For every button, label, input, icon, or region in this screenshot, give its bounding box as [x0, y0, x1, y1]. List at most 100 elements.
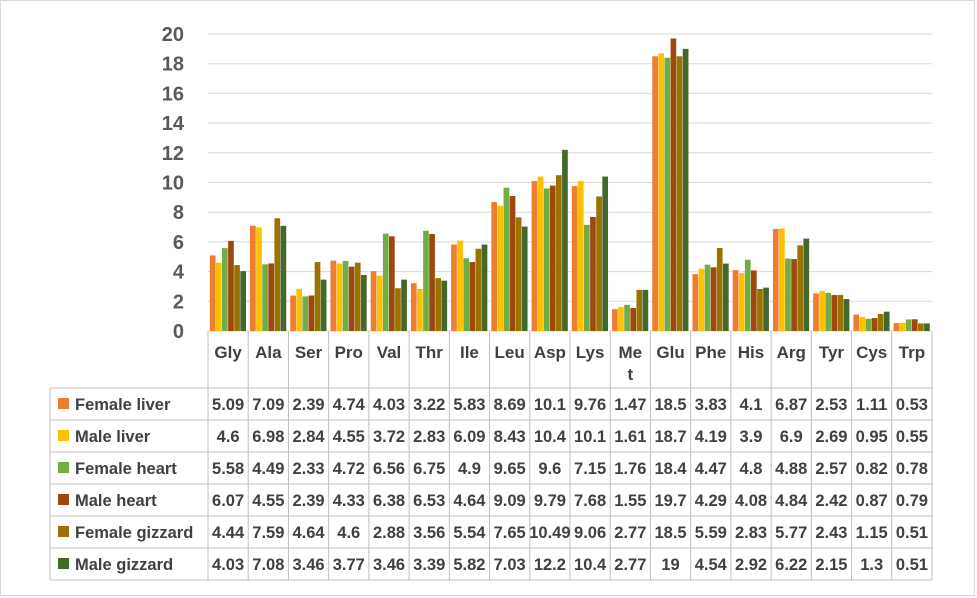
bar: [222, 248, 228, 331]
bar: [423, 230, 429, 331]
bar: [825, 292, 832, 331]
bar: [280, 225, 287, 331]
bar: [658, 53, 665, 332]
bar: [348, 266, 355, 331]
data-label: 4.54: [695, 556, 728, 574]
data-label: 4.6: [337, 524, 360, 542]
data-label: 5.58: [212, 460, 244, 478]
data-label: 4.64: [292, 524, 325, 542]
data-label: 2.53: [815, 396, 847, 414]
data-label: 7.59: [252, 524, 284, 542]
bar: [722, 263, 729, 331]
x-tick-label: Ser: [295, 343, 323, 362]
bar: [602, 176, 609, 331]
x-tick-label: Asp: [534, 343, 566, 362]
data-label: 4.88: [775, 460, 807, 478]
bar: [262, 264, 268, 331]
data-label: 9.79: [534, 492, 566, 510]
bar: [256, 227, 262, 331]
x-tick-label: Arg: [777, 343, 806, 362]
y-tick-label: 8: [173, 202, 184, 224]
data-label: 19: [661, 556, 679, 574]
data-label: 4.29: [695, 492, 727, 510]
bar: [250, 225, 256, 331]
legend-key: [58, 494, 69, 505]
x-tick-label: Me t: [619, 343, 643, 384]
bar: [395, 288, 401, 331]
data-label: 3.77: [333, 556, 365, 574]
data-label: 6.9: [780, 428, 803, 446]
data-label: 19.7: [654, 492, 686, 510]
bar: [228, 240, 234, 331]
legend-label: Male liver: [75, 428, 151, 446]
legend-key: [58, 558, 69, 569]
data-label: 3.46: [373, 556, 405, 574]
legend-label: Female gizzard: [75, 524, 193, 542]
data-label: 4.19: [695, 428, 727, 446]
data-label: 8.69: [494, 396, 526, 414]
data-label: 5.83: [453, 396, 485, 414]
data-label: 1.61: [614, 428, 646, 446]
bar: [360, 275, 367, 331]
data-label: 2.15: [815, 556, 847, 574]
data-label: 4.03: [212, 556, 244, 574]
bars: [209, 38, 930, 332]
bar: [290, 295, 296, 331]
bar: [571, 186, 578, 331]
x-tick-label: Glu: [656, 343, 684, 362]
data-label: 4.8: [740, 460, 763, 478]
data-label: 4.55: [252, 492, 284, 510]
data-label: 3.56: [413, 524, 445, 542]
bar: [549, 185, 556, 331]
bar: [797, 245, 804, 331]
bar: [670, 38, 677, 332]
data-label: 2.92: [735, 556, 767, 574]
data-label: 0.55: [896, 428, 928, 446]
data-label: 0.53: [896, 396, 928, 414]
bar: [642, 289, 649, 331]
x-tick-label: Val: [377, 343, 402, 362]
x-tick-label: Tyr: [819, 343, 845, 362]
bar: [710, 267, 717, 331]
data-label: 5.54: [453, 524, 486, 542]
data-label: 4.49: [252, 460, 284, 478]
data-label: 4.44: [212, 524, 245, 542]
bar: [716, 247, 723, 331]
data-label: 2.42: [815, 492, 847, 510]
y-tick-label: 16: [162, 83, 184, 105]
bar: [618, 307, 624, 331]
data-label: 5.59: [695, 524, 727, 542]
data-label: 0.79: [896, 492, 928, 510]
data-label: 2.83: [735, 524, 767, 542]
data-label: 0.51: [896, 556, 928, 574]
bar: [475, 248, 482, 331]
data-label: 7.03: [494, 556, 526, 574]
legend-label: Female heart: [75, 460, 177, 478]
data-label: 1.47: [614, 396, 646, 414]
data-label: 9.09: [494, 492, 526, 510]
bar: [537, 176, 544, 331]
bar: [624, 304, 630, 331]
bar: [636, 289, 643, 331]
bar: [917, 323, 924, 331]
data-label: 6.38: [373, 492, 405, 510]
data-label: 6.22: [775, 556, 807, 574]
bar: [751, 270, 757, 331]
data-label: 8.43: [494, 428, 526, 446]
bar: [698, 268, 705, 331]
data-label: 4.6: [217, 428, 240, 446]
bar: [336, 263, 343, 331]
data-label: 2.39: [292, 492, 324, 510]
y-tick-label: 10: [162, 173, 184, 195]
data-label: 3.39: [413, 556, 445, 574]
bar: [859, 316, 866, 331]
data-label: 2.57: [815, 460, 847, 478]
bar: [330, 260, 337, 331]
data-label: 3.9: [740, 428, 763, 446]
legend-key: [58, 526, 69, 537]
bar: [555, 175, 562, 331]
bar: [905, 319, 912, 331]
y-tick-label: 14: [162, 113, 185, 135]
data-label: 4.47: [695, 460, 727, 478]
data-label: 6.53: [413, 492, 445, 510]
